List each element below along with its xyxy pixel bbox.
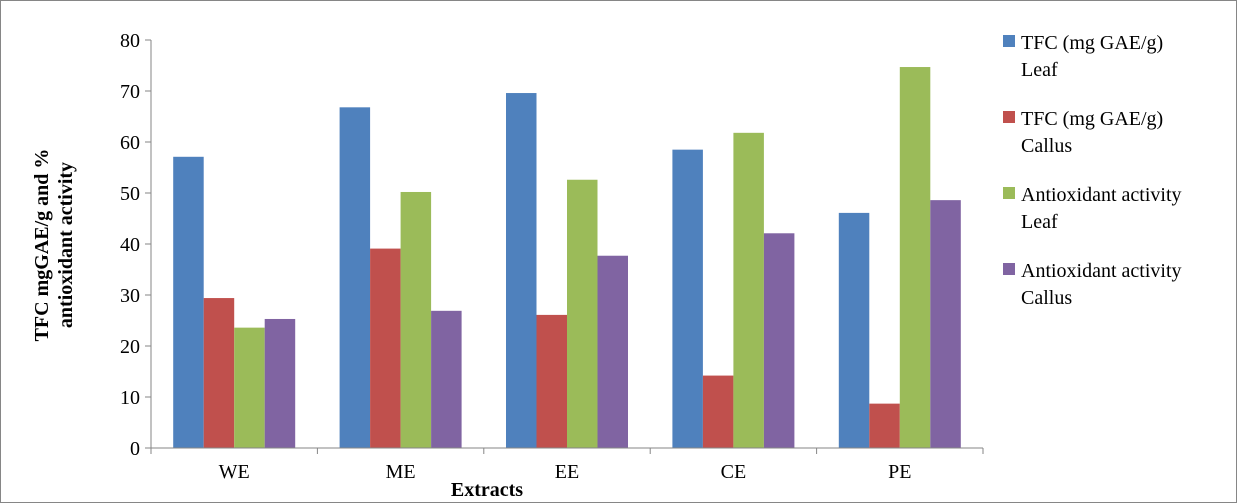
bar <box>899 67 931 448</box>
bar <box>597 255 628 448</box>
bar <box>339 107 371 448</box>
legend-label: TFC (mg GAE/g) <box>1021 108 1163 130</box>
y-tick-label: 50 <box>120 183 140 205</box>
bar <box>763 233 795 448</box>
bar <box>702 375 734 448</box>
legend-item: Antioxidant activity Leaf <box>1003 184 1182 233</box>
legend-label: Callus <box>1021 135 1072 157</box>
y-axis-title-line-1: TFC mgGAE/g and % <box>31 149 53 342</box>
legend-item: TFC (mg GAE/g) Callus <box>1003 108 1163 157</box>
x-axis-title: Extracts <box>451 479 523 501</box>
bar <box>733 132 764 448</box>
y-tick-label: 0 <box>130 438 140 460</box>
y-tick-label: 70 <box>120 81 140 103</box>
x-tick-label: CE <box>721 461 747 483</box>
y-tick-label: 10 <box>120 387 140 409</box>
bar <box>567 179 598 449</box>
legend-label: Leaf <box>1021 59 1058 81</box>
bar <box>173 156 204 449</box>
legend-label: Callus <box>1021 287 1072 309</box>
bar <box>672 149 703 448</box>
legend-swatch <box>1003 187 1015 199</box>
legend-item: Antioxidant activity Callus <box>1003 260 1182 309</box>
bars <box>173 67 961 449</box>
x-axis: WE ME EE CE PE <box>150 447 984 483</box>
y-tick-label: 60 <box>120 132 140 154</box>
legend-swatch <box>1003 35 1015 47</box>
x-tick-label: PE <box>888 461 911 483</box>
bar <box>838 212 870 448</box>
y-tick-label: 20 <box>120 336 140 358</box>
y-tick-label: 80 <box>120 30 140 52</box>
bar <box>869 403 900 448</box>
y-axis: 0 10 20 30 40 50 60 70 80 <box>120 30 152 460</box>
y-axis-title: TFC mgGAE/g and % antioxidant activity <box>31 149 77 342</box>
legend-label: Leaf <box>1021 211 1058 233</box>
bar <box>506 93 537 448</box>
bar <box>264 318 296 448</box>
bar <box>400 191 432 449</box>
x-tick-label: WE <box>219 461 250 483</box>
bar <box>536 314 567 448</box>
legend-swatch <box>1003 263 1015 275</box>
x-tick-label: EE <box>555 461 579 483</box>
bar <box>370 248 401 448</box>
y-tick-label: 40 <box>120 234 140 256</box>
legend-label: Antioxidant activity <box>1021 184 1182 206</box>
x-tick-label: ME <box>386 461 416 483</box>
bar <box>930 200 961 448</box>
y-axis-title-line-2: antioxidant activity <box>55 162 77 328</box>
bar <box>234 327 265 448</box>
legend-label: TFC (mg GAE/g) <box>1021 32 1163 54</box>
bar <box>203 298 235 448</box>
bar <box>431 310 462 448</box>
legend-swatch <box>1003 111 1015 123</box>
legend-item: TFC (mg GAE/g) Leaf <box>1003 32 1163 81</box>
legend-label: Antioxidant activity <box>1021 260 1182 282</box>
y-tick-label: 30 <box>120 285 140 307</box>
